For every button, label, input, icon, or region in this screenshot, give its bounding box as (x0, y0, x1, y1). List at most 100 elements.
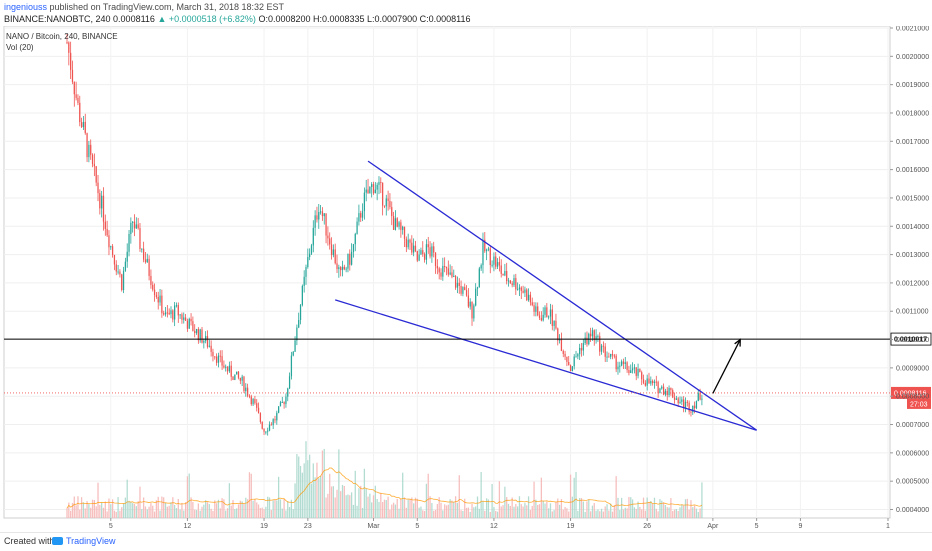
volume-bar (139, 486, 141, 518)
volume-bar (650, 501, 652, 518)
volume-bar (670, 498, 672, 518)
volume-bar (276, 500, 278, 518)
candle-body (416, 250, 418, 261)
candle-body (203, 340, 205, 343)
candle-body (199, 329, 201, 341)
volume-bar (502, 505, 504, 518)
candle-body (460, 285, 462, 294)
candle-body (568, 362, 570, 366)
price-chart[interactable]: 0.0010017 0.0008116 27:03 0.0004000 0.00050… (0, 25, 932, 532)
candle-body (90, 144, 92, 155)
candle-body (75, 94, 77, 98)
volume-bar (214, 500, 216, 518)
tradingview-logo[interactable]: TradingView (52, 536, 116, 546)
candle-body (350, 251, 353, 265)
candle-body (626, 362, 628, 371)
candle-body (354, 233, 356, 245)
candle-body (613, 355, 615, 357)
candle-body (491, 264, 493, 266)
candle-body (137, 224, 139, 229)
volume-bar (376, 498, 378, 518)
volume-bar (287, 501, 289, 518)
candle-body (225, 366, 227, 368)
volume-bar (361, 507, 364, 518)
volume-bar (135, 506, 137, 518)
volume-bar (314, 477, 316, 518)
volume-bar (184, 502, 187, 518)
candle-body (422, 250, 424, 255)
volume-bar (396, 498, 398, 518)
candle-body (281, 401, 283, 403)
volume-bar (462, 510, 464, 518)
candle-body (635, 367, 637, 376)
volume-bar (274, 499, 276, 518)
candle-body (387, 198, 389, 201)
candle-body (111, 246, 114, 255)
candle-body (548, 316, 550, 318)
volume-bar (442, 510, 444, 518)
volume-bar (507, 503, 510, 518)
volume-bar (568, 511, 570, 518)
candle-body (168, 312, 170, 315)
volume-bar (82, 502, 85, 518)
candle-body (172, 310, 174, 320)
volume-bar (381, 502, 384, 518)
volume-bar (257, 504, 260, 518)
candle-body (352, 244, 355, 252)
candle-body (135, 224, 137, 229)
volume-bar (600, 508, 603, 518)
volume-bar (516, 506, 519, 518)
volume-bar (305, 441, 307, 518)
candle-body (633, 367, 636, 369)
chart-area[interactable]: 0.0010017 0.0008116 27:03 0.0004000 0.00050… (0, 25, 932, 537)
candle-body (205, 335, 207, 341)
candle-body (639, 368, 641, 373)
candle-body (496, 262, 499, 267)
candle-body (699, 393, 701, 400)
candle-body (427, 244, 429, 248)
volume-bar (115, 511, 117, 518)
candle-body (579, 347, 581, 355)
tradingview-icon (52, 537, 63, 545)
candle-body (161, 295, 163, 314)
volume-bar (531, 505, 533, 518)
candle-body (372, 184, 375, 194)
volume-bar (347, 494, 349, 518)
y-tick-label: 0.0016000 (896, 167, 929, 174)
candle-body (398, 222, 400, 227)
candle-body (686, 401, 688, 403)
volume-bar (593, 503, 595, 518)
y-tick-label: 0.0010000 (896, 337, 929, 344)
candle-body (261, 421, 263, 429)
x-tick-label: 5 (415, 523, 419, 530)
volume-bar (71, 503, 74, 518)
volume-bar (445, 505, 448, 518)
volume-bar (371, 502, 373, 518)
volume-bar (652, 503, 654, 518)
volume-bar (392, 502, 395, 518)
volume-bar (380, 493, 382, 518)
candle-body (170, 310, 172, 315)
volume-bar (606, 504, 608, 518)
candle-body (319, 211, 322, 213)
y-tick-label: 0.0007000 (896, 422, 929, 429)
volume-bar (117, 497, 119, 518)
volume-bar (436, 504, 439, 518)
candle-body (265, 431, 267, 433)
volume-bar (352, 504, 355, 518)
volume-bar (367, 496, 369, 518)
volume-bar (243, 503, 245, 518)
current-price-badge (891, 386, 931, 399)
candle-body (434, 252, 437, 267)
volume-bar (365, 488, 367, 518)
candle-body (442, 265, 444, 277)
candle-body (522, 290, 524, 293)
candle-body (469, 301, 471, 307)
volume-bar (86, 501, 88, 518)
candle-body (701, 398, 703, 400)
volume-bar (215, 503, 218, 518)
author-link[interactable]: ingeniouss (4, 2, 48, 12)
volume-bar (697, 511, 699, 518)
volume-bar (626, 508, 628, 518)
volume-bar (261, 507, 263, 518)
